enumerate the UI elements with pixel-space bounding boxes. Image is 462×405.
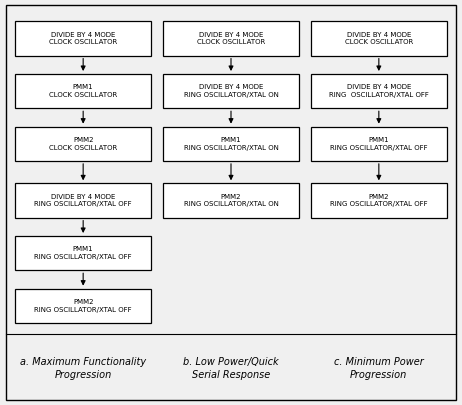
FancyBboxPatch shape — [15, 288, 152, 323]
FancyBboxPatch shape — [310, 183, 447, 218]
Text: PMM2
CLOCK OSCILLATOR: PMM2 CLOCK OSCILLATOR — [49, 137, 117, 151]
FancyBboxPatch shape — [310, 74, 447, 108]
FancyBboxPatch shape — [15, 183, 152, 218]
FancyBboxPatch shape — [15, 74, 152, 108]
Text: PMM2
RING OSCILLATOR/XTAL ON: PMM2 RING OSCILLATOR/XTAL ON — [183, 194, 279, 207]
FancyBboxPatch shape — [15, 236, 152, 271]
Text: PMM1
CLOCK OSCILLATOR: PMM1 CLOCK OSCILLATOR — [49, 84, 117, 98]
Text: PMM1
RING OSCILLATOR/XTAL OFF: PMM1 RING OSCILLATOR/XTAL OFF — [34, 246, 132, 260]
FancyBboxPatch shape — [163, 183, 299, 218]
Text: b. Low Power/Quick
Serial Response: b. Low Power/Quick Serial Response — [183, 357, 279, 380]
FancyBboxPatch shape — [163, 21, 299, 56]
Text: PMM2
RING OSCILLATOR/XTAL OFF: PMM2 RING OSCILLATOR/XTAL OFF — [330, 194, 428, 207]
Text: DIVIDE BY 4 MODE
CLOCK OSCILLATOR: DIVIDE BY 4 MODE CLOCK OSCILLATOR — [345, 32, 413, 45]
Text: DIVIDE BY 4 MODE
CLOCK OSCILLATOR: DIVIDE BY 4 MODE CLOCK OSCILLATOR — [197, 32, 265, 45]
FancyBboxPatch shape — [163, 74, 299, 108]
FancyBboxPatch shape — [15, 21, 152, 56]
FancyBboxPatch shape — [310, 21, 447, 56]
Text: PMM1
RING OSCILLATOR/XTAL ON: PMM1 RING OSCILLATOR/XTAL ON — [183, 137, 279, 151]
Text: DIVIDE BY 4 MODE
RING OSCILLATOR/XTAL ON: DIVIDE BY 4 MODE RING OSCILLATOR/XTAL ON — [183, 84, 279, 98]
FancyBboxPatch shape — [163, 126, 299, 161]
Text: DIVIDE BY 4 MODE
RING OSCILLATOR/XTAL OFF: DIVIDE BY 4 MODE RING OSCILLATOR/XTAL OF… — [34, 194, 132, 207]
Text: DIVIDE BY 4 MODE
RING  OSCILLATOR/XTAL OFF: DIVIDE BY 4 MODE RING OSCILLATOR/XTAL OF… — [329, 84, 429, 98]
Text: PMM1
RING OSCILLATOR/XTAL OFF: PMM1 RING OSCILLATOR/XTAL OFF — [330, 137, 428, 151]
FancyBboxPatch shape — [310, 126, 447, 161]
Text: c. Minimum Power
Progression: c. Minimum Power Progression — [334, 357, 424, 380]
FancyBboxPatch shape — [15, 126, 152, 161]
Text: DIVIDE BY 4 MODE
CLOCK OSCILLATOR: DIVIDE BY 4 MODE CLOCK OSCILLATOR — [49, 32, 117, 45]
Text: a. Maximum Functionality
Progression: a. Maximum Functionality Progression — [20, 357, 146, 380]
Text: PMM2
RING OSCILLATOR/XTAL OFF: PMM2 RING OSCILLATOR/XTAL OFF — [34, 299, 132, 313]
